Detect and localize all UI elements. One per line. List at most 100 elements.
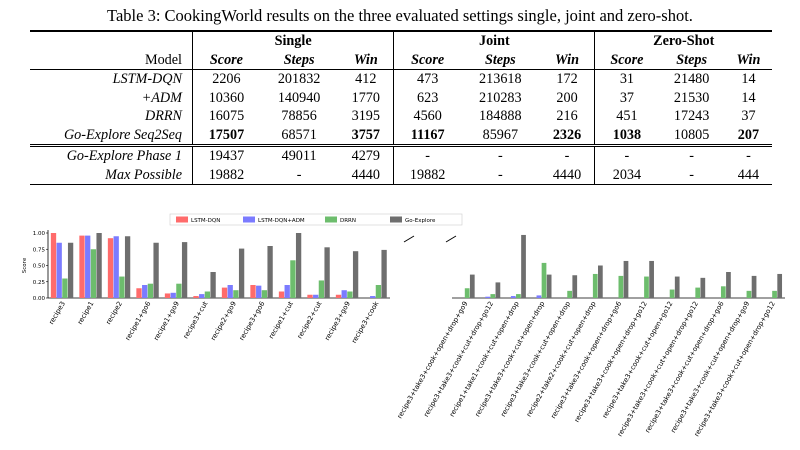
model-name-cell: +ADM xyxy=(141,89,182,106)
subheader-cell: Steps xyxy=(461,50,540,70)
subheader-cell: Win xyxy=(724,50,772,70)
model-name-cell: Go-Explore Phase 1 xyxy=(30,144,193,166)
result-cell: 14 xyxy=(741,89,756,106)
score-bar-charts: 0.00 0.25 0.50 0.75 1.00 Score recipe3 recipe1 r… xyxy=(22,213,785,438)
bar-go-explore xyxy=(267,246,273,298)
bar-go-explore xyxy=(700,277,706,298)
bar-drrn xyxy=(720,286,726,298)
bar-go-explore xyxy=(352,251,359,298)
bar-lstm-dqn xyxy=(164,293,171,298)
result-cell: 21480 xyxy=(673,71,710,88)
bar-go-explore xyxy=(469,274,475,298)
bar-go-explore xyxy=(153,242,159,298)
legend-label: DRRN xyxy=(340,218,356,224)
axis-break-mark xyxy=(403,235,415,243)
bar-lstm-dqn xyxy=(79,235,85,298)
result-cell: 3195 xyxy=(351,108,380,125)
bar-lstm-dqn xyxy=(307,294,313,298)
result-cell: 2034 xyxy=(594,165,659,185)
result-cell: 14 xyxy=(741,71,756,88)
result-cell: 4440 xyxy=(338,165,394,185)
legend-swatch xyxy=(325,216,337,223)
axis-break-mark xyxy=(445,235,457,243)
result-cell: 19882 xyxy=(191,165,260,185)
result-cell: 200 xyxy=(556,89,578,106)
bar-lstm-dqn xyxy=(250,285,256,298)
bar-drrn xyxy=(62,278,68,298)
x-tick-label: recipe1 xyxy=(76,300,96,326)
bar-lstm-dqn xyxy=(278,291,285,298)
subheader-cell: Score xyxy=(191,50,260,70)
x-tick-label: recipe2+go9 xyxy=(209,300,238,342)
x-tick-label: recipe3+go6 xyxy=(238,300,267,342)
y-tick-label: 0.25 xyxy=(33,280,46,286)
subheader-cell: Steps xyxy=(259,50,339,70)
bar-go-explore xyxy=(777,273,783,298)
table-row: DRRN 16075 78856 3195 4560 184888 216 451 17243 3… xyxy=(30,107,772,126)
group-header-joint: Joint xyxy=(393,30,595,51)
bar-drrn xyxy=(695,287,701,298)
result-cell: - xyxy=(461,144,540,166)
bar-lstm-dqn-adm xyxy=(56,242,62,298)
bar-drrn xyxy=(375,285,382,298)
legend-swatch xyxy=(176,216,188,223)
x-tick-label: recipe1+cut xyxy=(267,300,295,340)
bar-drrn xyxy=(669,289,675,298)
bar-drrn xyxy=(567,290,572,298)
bar-drrn xyxy=(261,290,268,298)
result-cell: 68571 xyxy=(281,126,317,143)
bar-lstm-dqn xyxy=(107,238,114,298)
bar-drrn xyxy=(772,290,777,298)
result-cell: 4279 xyxy=(338,144,394,166)
bar-lstm-dqn-adm xyxy=(199,294,205,298)
result-cell: 17243 xyxy=(673,108,710,125)
x-tick-label: recipe3+go9 xyxy=(323,300,352,342)
result-cell: 4560 xyxy=(393,107,462,126)
result-cell: - xyxy=(724,144,772,166)
subheader-cell: Win xyxy=(338,50,394,70)
x-tick-label: recipe2+cut xyxy=(296,300,324,340)
model-name-cell: Go-Explore Seq2Seq xyxy=(63,126,182,143)
model-header: Model xyxy=(30,50,193,70)
bar-drrn xyxy=(490,294,496,298)
result-cell: 412 xyxy=(355,71,377,88)
result-cell: 37 xyxy=(741,108,756,125)
bar-go-explore xyxy=(295,233,302,298)
result-cell: 10360 xyxy=(191,88,260,107)
bar-go-explore xyxy=(324,247,330,298)
legend-label: Go-Explore xyxy=(405,218,436,224)
bar-lstm-dqn-adm xyxy=(85,235,91,298)
result-cell: 216 xyxy=(556,108,578,125)
bar-lstm-dqn xyxy=(335,294,342,298)
bar-go-explore xyxy=(546,274,552,298)
y-axis-label: Score xyxy=(22,257,28,273)
result-cell: 85967 xyxy=(482,126,519,143)
bar-go-explore xyxy=(572,275,578,298)
bar-go-explore xyxy=(521,234,526,298)
bar-go-explore xyxy=(181,242,188,298)
result-cell: 172 xyxy=(556,71,578,88)
result-cell: 49011 xyxy=(259,144,339,166)
result-cell: 1038 xyxy=(594,125,659,146)
table-group-header: Single Joint Zero-Shot xyxy=(30,30,772,51)
x-tick-label: recipe3+cut xyxy=(182,300,210,340)
result-cell: 2326 xyxy=(552,126,582,143)
bar-lstm-dqn-adm xyxy=(313,294,319,298)
result-cell: 19882 xyxy=(393,165,462,185)
result-cell: 210283 xyxy=(479,89,522,106)
result-cell: - xyxy=(461,165,540,185)
result-cell: 2206 xyxy=(191,69,260,89)
bar-drrn xyxy=(347,291,353,298)
table-caption: Table 3: CookingWorld results on the thr… xyxy=(107,6,693,25)
table-row: Max Possible 19882-4440 19882-4440 2034-444 xyxy=(30,165,772,185)
bar-lstm-dqn-adm xyxy=(256,285,262,298)
model-name-cell: LSTM-DQN xyxy=(112,71,182,88)
bar-go-explore xyxy=(381,249,387,298)
result-cell: 21530 xyxy=(673,89,710,106)
result-cell: 623 xyxy=(393,88,462,107)
result-cell: 11167 xyxy=(393,125,462,146)
bar-lstm-dqn-adm xyxy=(510,296,516,298)
table-sub-header: Model Score Steps Win Score Steps Win Sc… xyxy=(30,50,772,70)
bar-drrn xyxy=(290,260,296,298)
bar-go-explore xyxy=(96,233,102,298)
